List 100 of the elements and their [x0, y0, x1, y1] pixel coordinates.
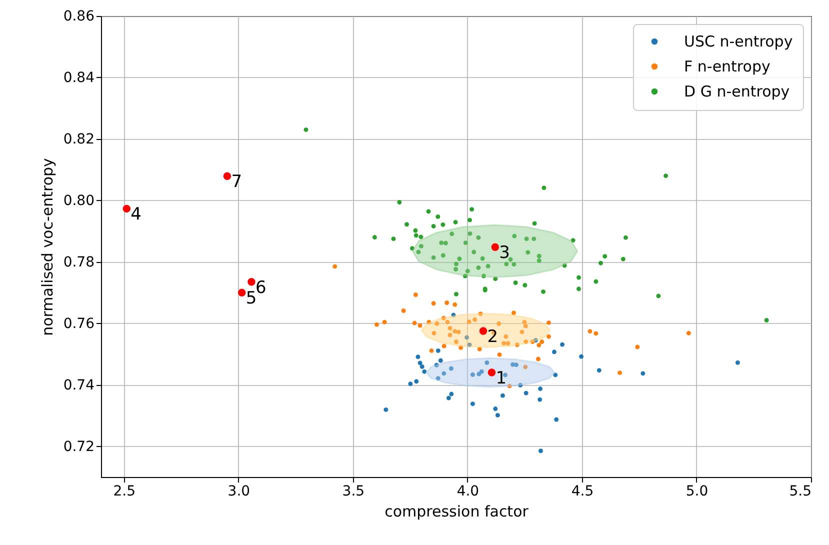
y-tick-label: 0.78	[63, 254, 94, 270]
point	[495, 412, 500, 418]
point	[442, 344, 446, 348]
point	[470, 402, 475, 406]
point	[445, 320, 450, 324]
point	[418, 360, 422, 366]
point	[472, 317, 478, 322]
annotation: 2	[487, 327, 498, 348]
point	[546, 334, 551, 339]
point	[448, 332, 452, 338]
x-axis-title: compression factor	[384, 502, 530, 520]
point	[332, 264, 338, 269]
point	[448, 326, 452, 330]
point	[514, 362, 518, 368]
x-tick-label: 3.0	[228, 484, 250, 500]
point	[470, 372, 475, 377]
point	[594, 331, 598, 336]
x-tick-label: 2.5	[113, 484, 136, 500]
point	[248, 278, 256, 286]
point	[507, 384, 512, 388]
annotation: 5	[246, 288, 257, 309]
point	[536, 342, 542, 348]
legend-label: F n-entropy	[684, 58, 770, 76]
point	[452, 329, 458, 334]
x-tick-label: 4.0	[456, 484, 480, 500]
point	[374, 322, 379, 327]
point	[552, 350, 556, 354]
point	[401, 308, 406, 313]
point	[497, 352, 502, 357]
point	[540, 340, 544, 344]
y-tick-label: 0.74	[63, 377, 95, 394]
point	[522, 320, 527, 324]
point	[511, 310, 516, 316]
point	[416, 354, 420, 360]
point	[434, 321, 440, 326]
point	[436, 348, 440, 353]
point	[496, 321, 502, 326]
point	[451, 312, 456, 318]
point	[579, 354, 584, 359]
x-tick-label: 3.5	[342, 484, 365, 500]
point	[546, 320, 551, 325]
point	[640, 371, 646, 376]
point	[538, 397, 542, 402]
point	[223, 172, 232, 180]
point	[382, 320, 387, 324]
point	[418, 323, 422, 328]
y-tick-label: 0.76	[63, 316, 95, 332]
y-tick-label: 0.86	[63, 8, 95, 24]
point	[384, 407, 388, 412]
y-tick-label: 0.72	[63, 438, 94, 455]
point	[484, 360, 490, 365]
point	[122, 204, 131, 213]
point	[491, 243, 500, 251]
point	[533, 338, 538, 342]
point	[432, 330, 436, 336]
point	[618, 370, 622, 376]
point	[444, 300, 450, 305]
y-axis-title: normalised voc-entropy	[38, 158, 56, 336]
point	[458, 345, 464, 350]
point	[449, 392, 454, 396]
point	[502, 341, 506, 346]
legend-label: D G n-entropy	[684, 82, 790, 100]
point	[536, 356, 540, 362]
point	[518, 382, 523, 388]
point	[488, 368, 496, 376]
point	[504, 334, 508, 339]
x-tick-label: 4.5	[571, 484, 594, 500]
point	[456, 330, 461, 334]
point	[434, 362, 439, 368]
point	[452, 302, 458, 307]
point	[530, 340, 535, 344]
annotation: 3	[499, 243, 510, 264]
point	[436, 376, 440, 381]
point	[500, 393, 505, 398]
annotation: 1	[496, 368, 507, 389]
point	[538, 448, 543, 454]
point	[238, 288, 246, 296]
point	[408, 382, 413, 386]
annotation: 7	[231, 172, 242, 192]
point	[414, 379, 419, 384]
y-tick-label: 0.84	[63, 70, 95, 86]
point	[429, 348, 434, 353]
point	[524, 390, 528, 396]
point	[514, 342, 520, 348]
point	[467, 342, 472, 348]
y-tick-label: 0.80	[63, 192, 94, 209]
point	[477, 346, 482, 352]
point	[524, 340, 528, 344]
point	[454, 340, 458, 344]
point	[476, 372, 482, 376]
x-tick-label: 5.5	[789, 484, 812, 500]
point	[523, 324, 528, 328]
legend-label: USC n-entropy	[684, 32, 793, 50]
x-tick-label: 5.0	[686, 484, 708, 500]
point	[520, 330, 524, 334]
point	[478, 312, 483, 316]
point	[464, 335, 469, 340]
point	[448, 366, 454, 371]
point	[686, 330, 691, 336]
point	[635, 344, 640, 350]
